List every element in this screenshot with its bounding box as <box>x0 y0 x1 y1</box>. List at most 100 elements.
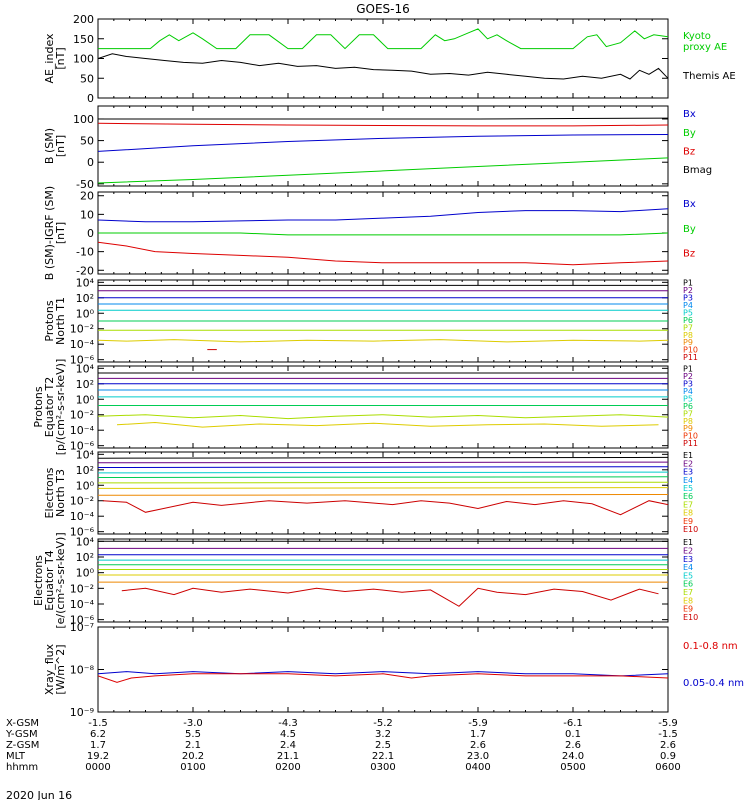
y-tick-label: 10⁻⁴ <box>70 598 95 611</box>
y-tick-label: 50 <box>80 72 94 85</box>
series-themis-ae <box>98 53 668 80</box>
x-axis-value: 2.6 <box>470 740 486 751</box>
y-axis-label: AE_index <box>43 33 56 84</box>
x-axis-value: 0400 <box>465 762 490 773</box>
y-unit-label: [W/m^2] <box>54 644 67 694</box>
legend-entry: P7 <box>683 409 693 418</box>
x-axis-value: -5.2 <box>373 718 393 729</box>
legend-entry: Bz <box>683 146 695 157</box>
y-tick-label: 10⁻⁶ <box>70 526 95 539</box>
y-tick-label: 50 <box>80 135 94 148</box>
y-tick-label: 20 <box>80 190 94 203</box>
series-e7 <box>98 487 668 489</box>
y-tick-label: 10⁻⁷ <box>70 621 94 634</box>
y-axis-label: B (SM)-IGRF (SM) <box>43 186 56 280</box>
y-axis-label: Equator T2 <box>43 377 56 437</box>
legend-entry: E1 <box>683 538 693 547</box>
y-tick-label: 0 <box>87 227 94 240</box>
y-unit-label: [nT] <box>54 135 67 157</box>
legend-entry: P9 <box>683 338 693 347</box>
y-tick-label: 10² <box>76 464 94 477</box>
legend-entry: P4 <box>683 301 693 310</box>
y-tick-label: 10⁻⁶ <box>70 440 95 453</box>
y-tick-label: -20 <box>76 264 94 277</box>
x-axis-value: -6.1 <box>563 718 583 729</box>
legend-entry: P10 <box>683 346 698 355</box>
x-axis-value: 23.0 <box>467 751 489 762</box>
y-tick-label: 100 <box>73 113 94 126</box>
legend-entry: Bx <box>683 199 696 210</box>
legend-entry: E4 <box>683 476 693 485</box>
series-0-05-0-4-nm <box>98 671 668 677</box>
panel-frame <box>97 451 669 535</box>
y-tick-label: 10⁻⁸ <box>70 664 95 677</box>
series-e8 <box>98 494 668 496</box>
y-axis-label: Xray_flux <box>43 643 56 695</box>
legend-entry: Bx <box>683 109 696 120</box>
y-tick-label: 10⁻⁴ <box>70 510 95 523</box>
series-e2 <box>98 461 668 464</box>
series-e3 <box>98 466 668 468</box>
y-tick-label: 10⁰ <box>76 567 95 580</box>
y-axis-label: Protons <box>32 386 45 427</box>
y-tick-label: 10⁻² <box>70 409 94 422</box>
legend-entry: P1 <box>683 365 693 374</box>
y-tick-label: 10⁻⁶ <box>70 354 95 367</box>
x-axis-row-label: MLT <box>6 751 26 762</box>
legend-entry: E6 <box>683 492 693 501</box>
legend-entry: P11 <box>683 353 698 362</box>
y-axis-label: North T3 <box>54 469 67 517</box>
y-tick-label: 10⁴ <box>76 535 95 548</box>
legend-entry: P1 <box>683 279 693 288</box>
y-tick-label: 10² <box>76 551 94 564</box>
legend-entry: E7 <box>683 500 693 509</box>
legend-entry: P7 <box>683 323 693 332</box>
series-p8 <box>116 421 659 428</box>
y-axis-label: Electrons <box>43 467 56 518</box>
series-kyoto-proxy-ae <box>98 28 668 50</box>
legend-entry: E5 <box>683 571 693 580</box>
y-tick-label: 10² <box>76 292 94 305</box>
x-axis-value: 0000 <box>85 762 110 773</box>
legend-entry: P10 <box>683 432 698 441</box>
y-axis-label: Electrons <box>32 555 45 606</box>
legend-entry: By <box>683 224 696 235</box>
x-axis-value: 24.0 <box>562 751 584 762</box>
y-tick-label: 150 <box>73 33 94 46</box>
x-axis-value: 6.2 <box>90 729 106 740</box>
legend-entry: E4 <box>683 563 693 572</box>
series-e10 <box>121 587 659 607</box>
legend-entry: P3 <box>683 380 693 389</box>
y-tick-label: 0 <box>87 156 94 169</box>
legend-entry: E9 <box>683 605 693 614</box>
legend-entry: E6 <box>683 580 693 589</box>
x-axis-row-label: Y-GSM <box>5 729 38 740</box>
x-axis-value: -1.5 <box>88 718 108 729</box>
y-tick-label: 10² <box>76 378 94 391</box>
series-bz <box>98 122 668 127</box>
y-axis-label: Equator T4 <box>43 550 56 610</box>
x-axis-value: 1.7 <box>90 740 106 751</box>
x-axis-value: 0.1 <box>565 729 581 740</box>
y-tick-label: 10⁰ <box>76 307 95 320</box>
y-tick-label: 10⁴ <box>76 276 95 289</box>
x-axis-value: 20.2 <box>182 751 204 762</box>
y-tick-label: 10⁴ <box>76 448 95 461</box>
series-bx <box>98 134 668 152</box>
legend-entry: P2 <box>683 372 693 381</box>
series-by <box>98 157 668 184</box>
x-axis-value: 21.1 <box>277 751 299 762</box>
legend-entry: P6 <box>683 402 693 411</box>
x-axis-table: X-GSM -1.5 -3.0 -4.3 -5.2 -5.9 -6.1 -5.9 Y-GSM 6.… <box>5 718 681 773</box>
x-axis-row-label: X-GSM <box>6 718 39 729</box>
date-label: 2020 Jun 16 <box>6 789 72 800</box>
y-unit-label: [p/(cm²-s-sr-keV)] <box>54 359 67 456</box>
legend-entry: E7 <box>683 588 693 597</box>
legend-entry: Kyoto <box>683 31 711 42</box>
x-axis-value: 19.2 <box>87 751 109 762</box>
legend-entry: P5 <box>683 308 693 317</box>
x-axis-value: 0.9 <box>660 751 676 762</box>
